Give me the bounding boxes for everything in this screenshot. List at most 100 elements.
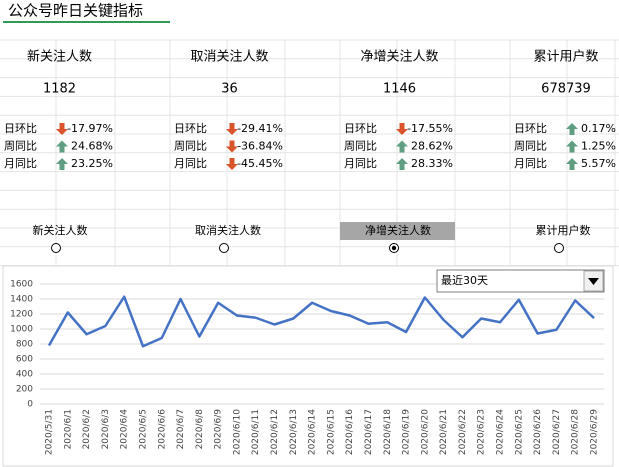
radio-label[interactable]: 新关注人数 [33, 223, 88, 237]
comparison-label: 月同比 [344, 157, 377, 170]
dropdown-value[interactable]: 最近30天 [441, 274, 488, 287]
metric-name: 累计用户数 [533, 49, 598, 65]
comparison-label: 周同比 [514, 140, 547, 153]
dropdown-box[interactable] [436, 269, 605, 293]
y-tick-label: 0 [27, 400, 33, 410]
comparison-label: 日环比 [344, 122, 377, 135]
radio-button[interactable] [51, 243, 61, 253]
metric-value: 36 [221, 82, 238, 97]
x-tick-label: 2020/6/26 [533, 409, 543, 455]
x-tick-label: 2020/6/19 [402, 409, 412, 455]
x-tick-label: 2020/6/22 [458, 409, 468, 455]
comparison-change: 28.62% [411, 140, 453, 153]
y-tick-label: 1600 [10, 280, 33, 290]
metric-value: 678739 [541, 82, 591, 97]
arrow-up [56, 158, 68, 170]
arrow-up [566, 123, 578, 135]
radio-button[interactable] [554, 243, 564, 253]
x-tick-label: 2020/6/16 [345, 409, 355, 455]
comparison-label: 日环比 [4, 122, 37, 135]
x-tick-label: 2020/6/25 [514, 409, 524, 455]
comparison-label: 月同比 [514, 157, 547, 170]
x-tick-label: 2020/6/20 [420, 409, 430, 455]
comparison-label: 周同比 [4, 140, 37, 153]
x-tick-label: 2020/6/18 [383, 409, 393, 455]
comparison-change: -17.55% [407, 122, 453, 135]
y-tick-label: 200 [16, 385, 33, 395]
x-tick-label: 2020/6/3 [101, 409, 111, 449]
comparison-label: 周同比 [344, 140, 377, 153]
comparison-label: 月同比 [174, 157, 207, 170]
comparison-change: 24.68% [71, 140, 113, 153]
dropdown[interactable]: 最近30天 [436, 269, 605, 293]
selected-highlight [340, 222, 455, 240]
comparison-change: 23.25% [71, 157, 113, 170]
sheet-grid [0, 39, 619, 267]
metric-value: 1146 [383, 82, 416, 97]
y-tick-label: 600 [16, 355, 33, 365]
metric-value: 1182 [43, 82, 76, 97]
x-tick-label: 2020/6/17 [364, 409, 374, 455]
x-tick-label: 2020/6/9 [214, 409, 224, 450]
arrow-up [56, 140, 68, 153]
page-title: 公众号昨日关键指标 [8, 2, 143, 20]
x-tick-label: 2020/6/5 [138, 409, 148, 449]
x-tick-label: 2020/6/24 [496, 409, 506, 455]
metric-name: 净增关注人数 [360, 50, 438, 65]
x-tick-label: 2020/6/4 [120, 409, 130, 450]
comparison-label: 周同比 [174, 140, 207, 153]
arrow-down [56, 123, 68, 135]
x-tick-label: 2020/5/31 [45, 409, 55, 455]
radio-label[interactable]: 取消关注人数 [195, 223, 261, 237]
y-tick-label: 1200 [10, 310, 33, 320]
comparison-change: 28.33% [411, 157, 453, 170]
x-tick-label: 2020/6/23 [477, 409, 487, 455]
x-tick-label: 2020/6/8 [195, 409, 205, 450]
arrow-up [396, 158, 408, 170]
radio-label[interactable]: 累计用户数 [536, 223, 591, 237]
comparison-change: -29.41% [237, 122, 283, 135]
comparison-label: 日环比 [174, 122, 207, 135]
x-tick-label: 2020/6/15 [326, 409, 336, 455]
arrow-up [566, 158, 578, 170]
metric-name: 新关注人数 [27, 49, 92, 65]
arrow-up [566, 140, 578, 153]
comparison-change: -45.45% [237, 157, 283, 170]
x-tick-label: 2020/6/6 [157, 409, 167, 450]
y-tick-label: 400 [16, 370, 33, 380]
y-tick-label: 800 [16, 340, 33, 350]
metric-name: 取消关注人数 [190, 50, 268, 65]
x-tick-label: 2020/6/1 [63, 409, 73, 449]
y-tick-label: 1400 [10, 295, 33, 305]
arrow-down [226, 140, 238, 153]
x-tick-label: 2020/6/10 [232, 409, 242, 455]
arrow-down [226, 158, 238, 170]
comparison-change: 0.17% [581, 122, 616, 135]
x-tick-label: 2020/6/27 [552, 409, 562, 455]
comparison-change: 5.57% [581, 157, 616, 170]
radio-label[interactable]: 净增关注人数 [365, 223, 431, 237]
x-tick-label: 2020/6/29 [590, 409, 600, 455]
x-tick-label: 2020/6/12 [270, 409, 280, 455]
y-tick-label: 1000 [10, 325, 33, 335]
comparison-label: 日环比 [514, 122, 547, 135]
arrow-up [396, 140, 408, 153]
x-tick-label: 2020/6/11 [251, 409, 261, 455]
comparison-change: -36.84% [237, 140, 283, 153]
data-line [47, 295, 595, 348]
radio-dot [391, 245, 397, 251]
comparison-change: 1.25% [581, 140, 616, 153]
x-tick-label: 2020/6/7 [176, 409, 186, 449]
x-tick-label: 2020/6/21 [439, 409, 449, 455]
comparison-label: 月同比 [4, 157, 37, 170]
radio-button[interactable] [219, 243, 229, 253]
arrow-down [226, 123, 238, 135]
x-tick-label: 2020/6/28 [571, 409, 581, 455]
x-tick-label: 2020/6/13 [289, 409, 299, 455]
x-tick-label: 2020/6/14 [308, 409, 318, 455]
x-tick-label: 2020/6/2 [82, 409, 92, 449]
arrow-down [396, 123, 408, 135]
dropdown-arrow [588, 278, 599, 285]
